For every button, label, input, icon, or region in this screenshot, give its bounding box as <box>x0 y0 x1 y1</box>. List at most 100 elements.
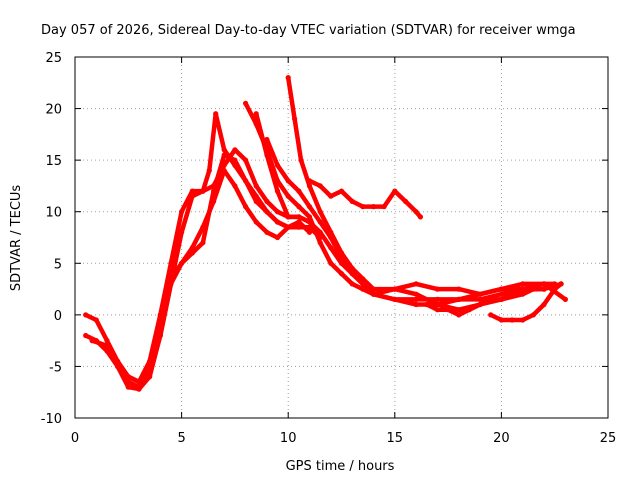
data-point <box>477 291 483 297</box>
data-point <box>477 301 483 308</box>
data-point <box>306 178 313 184</box>
data-point <box>274 219 281 225</box>
data-point <box>520 281 526 287</box>
data-point <box>413 301 419 308</box>
data-point <box>232 183 238 189</box>
data-point <box>285 75 291 81</box>
x-tick-label: 25 <box>600 431 617 446</box>
data-point <box>157 332 163 339</box>
axis-ticks: 0 5 10 15 20 25 -10 -5 0 5 10 15 20 25 <box>41 51 617 446</box>
data-point <box>317 209 323 215</box>
data-point <box>338 188 345 194</box>
data-point <box>417 214 423 220</box>
data-point <box>274 209 281 215</box>
data-point <box>498 286 504 292</box>
data-point <box>264 136 270 143</box>
data-point <box>306 214 313 220</box>
grid-lines <box>75 57 608 418</box>
series-line-4 <box>115 168 323 390</box>
data-point <box>552 286 558 292</box>
series-line-5 <box>243 101 564 302</box>
data-point <box>168 260 174 266</box>
y-tick-label: 0 <box>54 309 62 324</box>
data-point <box>104 338 110 344</box>
data-point <box>541 281 547 287</box>
data-point <box>147 374 153 380</box>
data-point <box>488 312 494 318</box>
data-point <box>179 229 185 235</box>
data-point <box>179 260 185 266</box>
data-point <box>360 204 366 210</box>
x-axis-title: GPS time / hours <box>286 459 395 474</box>
data-point <box>509 291 515 297</box>
y-tick-label: 5 <box>54 257 62 272</box>
data-point <box>243 178 249 184</box>
data-point <box>381 204 387 210</box>
series-line-10 <box>424 286 525 318</box>
data-point <box>179 209 185 215</box>
data-point <box>213 111 219 117</box>
data-point <box>456 307 462 313</box>
y-tick-label: 20 <box>45 103 62 118</box>
data-point <box>125 379 131 385</box>
data-point <box>392 286 398 292</box>
data-point <box>530 312 537 318</box>
data-point <box>456 296 462 302</box>
data-point <box>477 296 483 302</box>
data-point <box>434 307 440 313</box>
data-point <box>264 198 270 204</box>
data-point <box>298 157 304 163</box>
data-point <box>93 317 99 323</box>
data-point <box>296 214 302 220</box>
data-point <box>413 291 419 297</box>
data-point <box>221 152 227 158</box>
data-point <box>232 147 238 153</box>
data-point <box>360 276 366 282</box>
data-point <box>253 219 259 225</box>
chart-title: Day 057 of 2026, Sidereal Day-to-day VTE… <box>41 23 576 38</box>
series-line-2 <box>83 111 291 385</box>
data-point <box>253 198 259 204</box>
data-point <box>392 296 398 302</box>
data-point <box>200 224 206 230</box>
y-tick-label: 10 <box>45 206 62 221</box>
x-tick-label: 15 <box>387 431 404 446</box>
data-point <box>274 234 281 241</box>
data-point <box>306 219 313 225</box>
data-point <box>558 281 564 287</box>
data-point <box>370 204 377 210</box>
data-point <box>520 286 526 292</box>
data-point <box>349 198 355 204</box>
data-point <box>413 281 419 287</box>
x-tick-label: 5 <box>177 431 185 446</box>
data-point <box>243 100 249 106</box>
plot-frame <box>74 56 609 419</box>
data-point <box>328 229 334 235</box>
data-point <box>498 296 504 302</box>
data-point <box>285 214 291 220</box>
data-point <box>211 198 217 204</box>
data-point <box>509 317 515 323</box>
data-point <box>168 281 174 287</box>
data-point <box>253 111 259 117</box>
data-point <box>221 167 227 174</box>
data-point <box>402 198 409 204</box>
data-point <box>370 286 377 292</box>
data-point <box>285 224 291 230</box>
data-point <box>456 286 462 292</box>
data-point <box>349 265 355 271</box>
x-tick-label: 10 <box>280 431 297 446</box>
data-point <box>338 250 345 256</box>
data-point <box>488 296 494 302</box>
data-point <box>243 204 249 210</box>
data-point <box>562 296 569 302</box>
data-point <box>285 178 291 184</box>
data-point <box>274 188 281 194</box>
data-point <box>200 188 206 194</box>
series-line-7 <box>264 137 547 312</box>
data-point <box>392 188 398 194</box>
data-point <box>541 286 547 292</box>
data-point <box>243 157 249 163</box>
data-point <box>115 358 121 364</box>
